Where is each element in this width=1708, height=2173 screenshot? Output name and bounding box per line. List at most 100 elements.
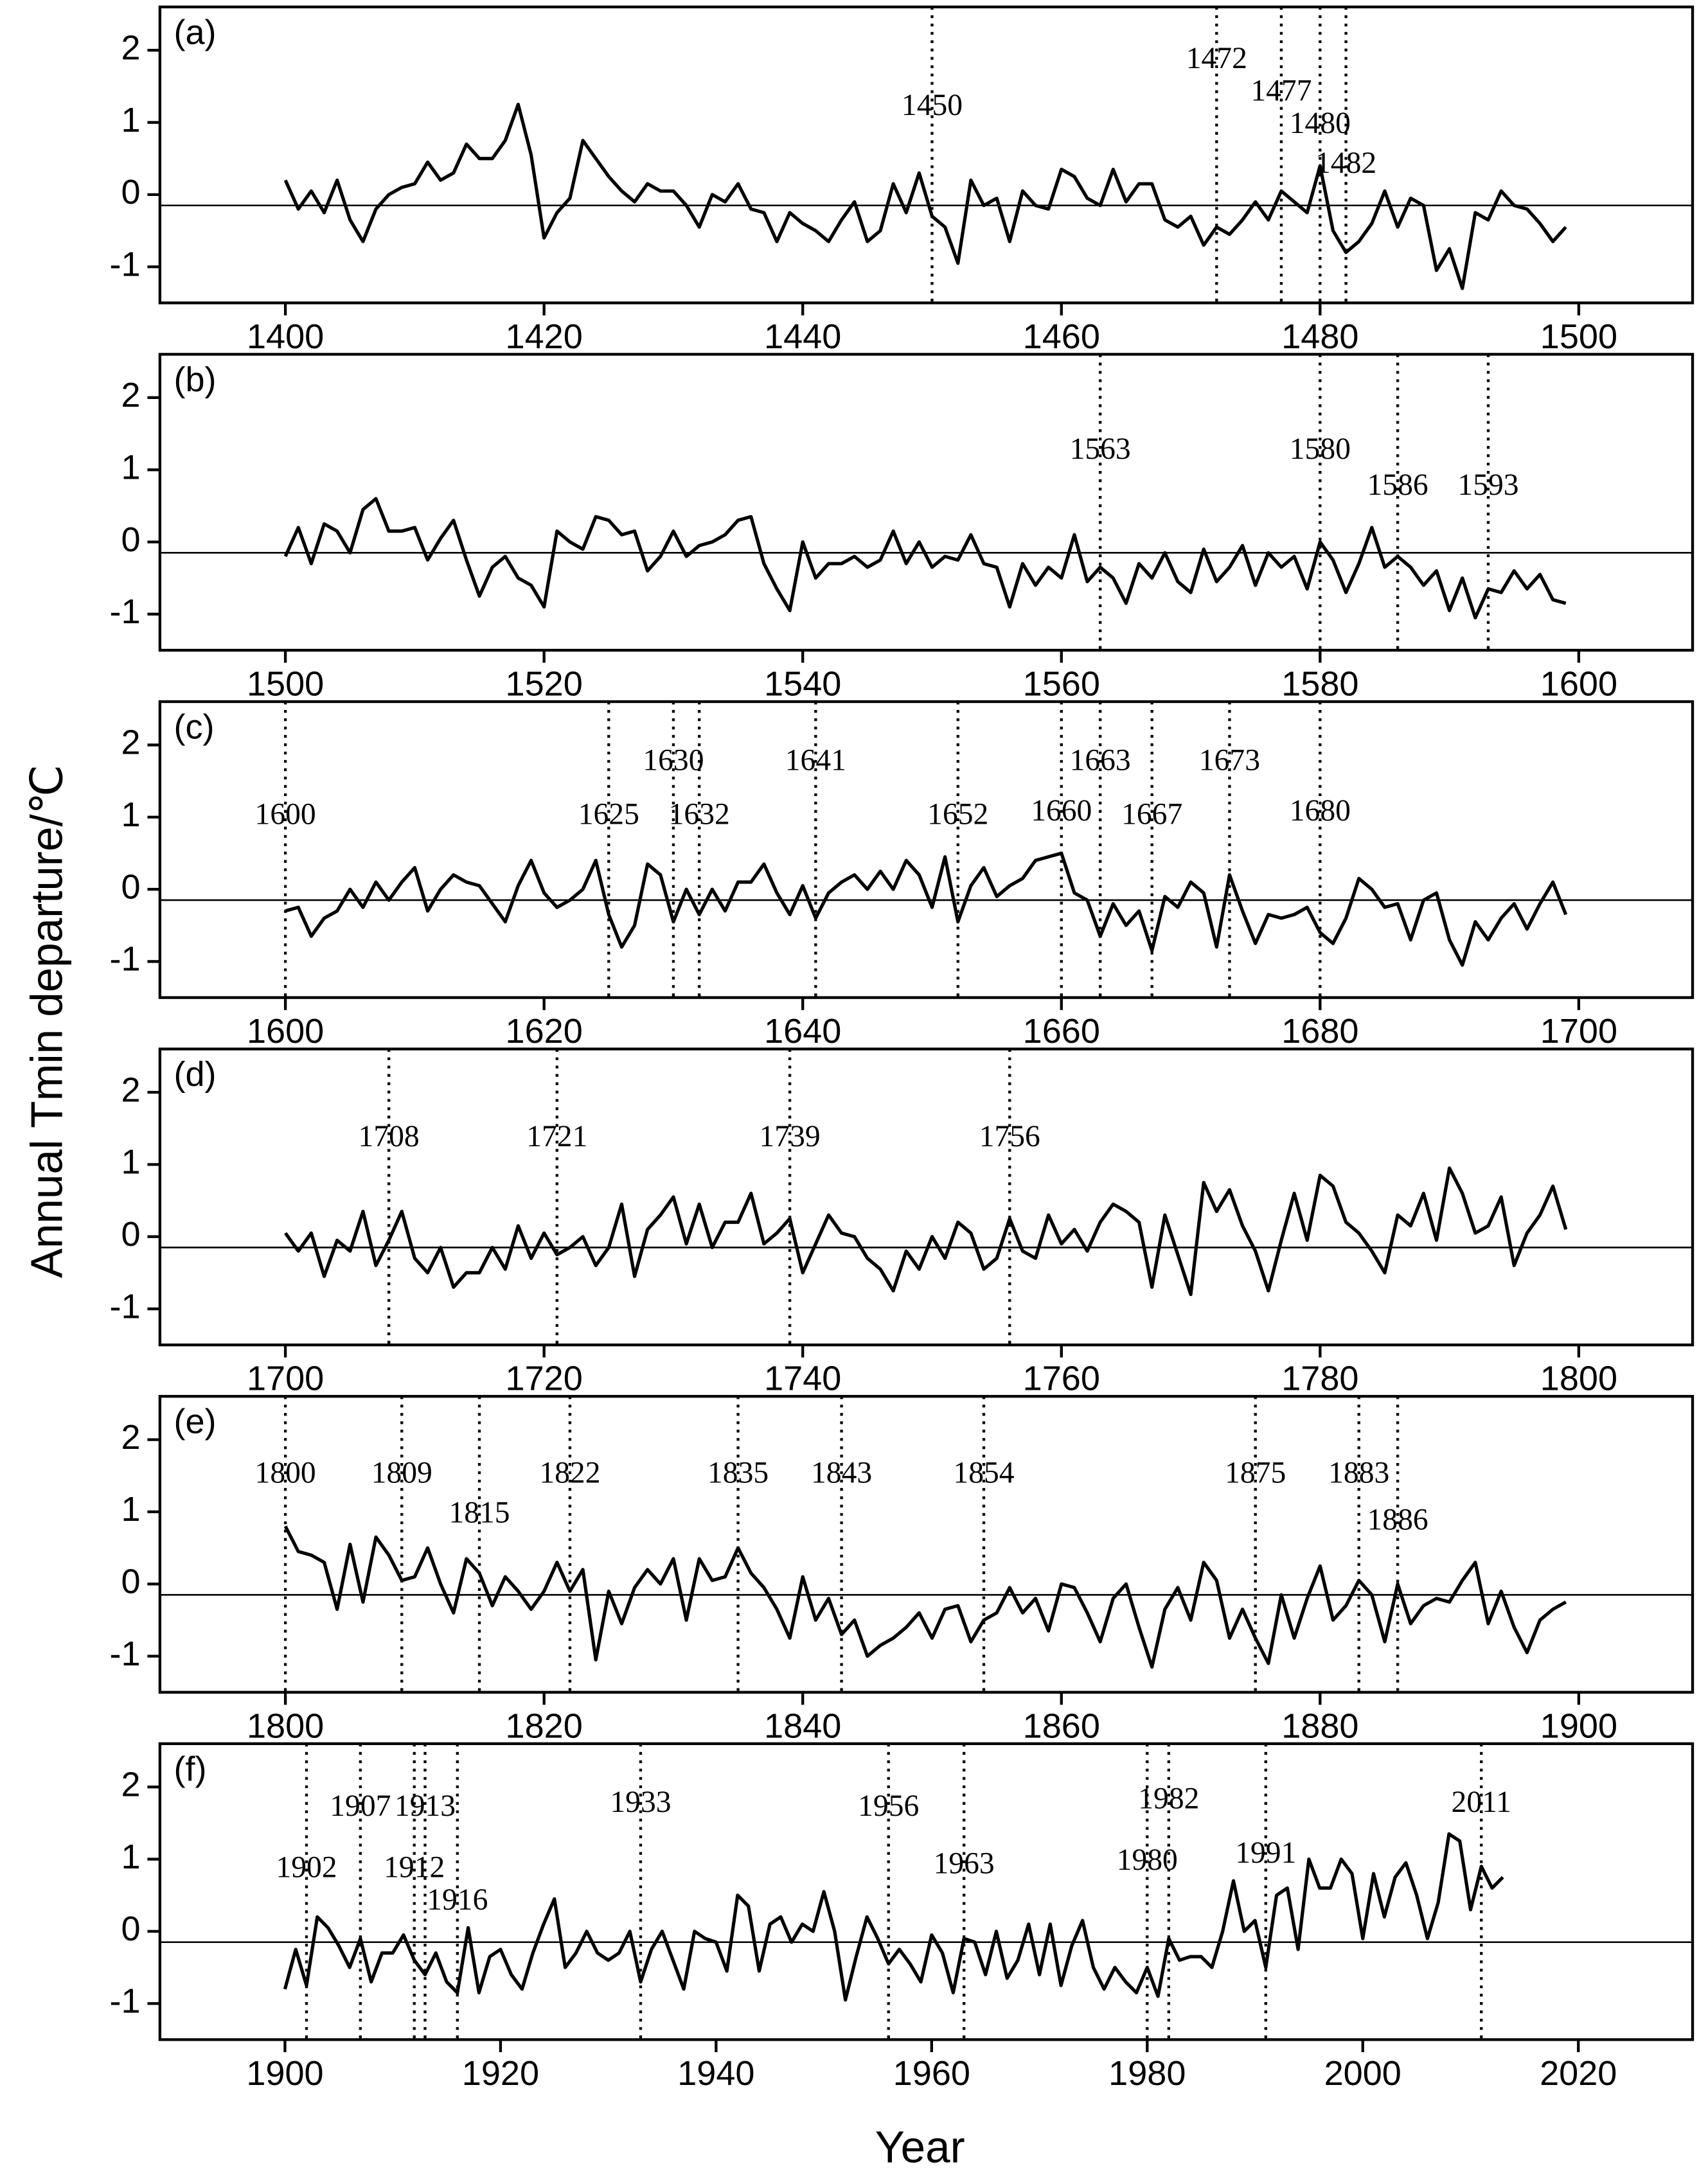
- y-tick-label: -1: [110, 1635, 141, 1673]
- x-tick-label: 2000: [1324, 2054, 1401, 2093]
- event-label: 1660: [1031, 794, 1092, 828]
- x-tick-label: 1500: [1540, 317, 1617, 356]
- event-label: 1991: [1235, 1836, 1296, 1870]
- event-label: 1625: [578, 798, 639, 831]
- x-tick-label: 1960: [893, 2054, 970, 2093]
- x-tick-label: 1860: [1023, 1707, 1100, 1745]
- event-label: 1630: [643, 743, 704, 777]
- y-tick-label: 0: [121, 173, 141, 211]
- x-tick-label: 1800: [1540, 1360, 1617, 1398]
- y-axis-title: Annual Tmin departure/℃: [21, 765, 71, 1278]
- x-tick-label: 1600: [247, 1012, 324, 1051]
- event-label: 1673: [1199, 743, 1260, 777]
- event-label: 1563: [1070, 432, 1131, 466]
- x-tick-label: 1900: [246, 2054, 323, 2093]
- x-axis-title: Year: [875, 2122, 965, 2172]
- data-line: [285, 851, 1568, 967]
- y-tick-label: -1: [110, 592, 141, 631]
- event-label: 1600: [255, 798, 316, 831]
- event-label: 1708: [359, 1120, 420, 1153]
- data-line: [283, 497, 1567, 620]
- x-tick-label: 1540: [764, 665, 841, 704]
- x-tick-label: 1460: [1023, 317, 1100, 356]
- event-label: 1843: [811, 1457, 872, 1490]
- event-label: 1956: [858, 1789, 919, 1823]
- x-tick-label: 1700: [247, 1360, 324, 1398]
- x-tick-label: 1900: [1540, 1707, 1617, 1745]
- event-label: 1809: [371, 1457, 432, 1490]
- event-label: 1652: [927, 798, 988, 831]
- event-label: 1472: [1186, 42, 1247, 75]
- x-tick-label: 1720: [506, 1360, 583, 1398]
- panel-label: (c): [174, 708, 215, 747]
- x-tick-label: 1820: [506, 1707, 583, 1745]
- event-label: 1450: [902, 89, 963, 122]
- event-label: 1822: [539, 1457, 600, 1490]
- event-label: 1963: [934, 1847, 995, 1881]
- x-tick-label: 1620: [506, 1012, 583, 1051]
- y-tick-label: 1: [121, 1838, 141, 1876]
- data-line: [283, 102, 1567, 290]
- plot-frame: [158, 700, 1695, 999]
- y-tick-label: 2: [121, 376, 141, 414]
- panel-label: (a): [174, 13, 217, 51]
- event-label: 1912: [384, 1850, 445, 1884]
- event-label: 1756: [979, 1120, 1040, 1153]
- event-label: 1480: [1290, 107, 1351, 140]
- data-line: [283, 1832, 1504, 2002]
- x-tick-label: 1520: [506, 665, 583, 704]
- panel-label: (d): [174, 1055, 217, 1094]
- event-label: 1980: [1117, 1843, 1178, 1877]
- event-label: 1883: [1328, 1457, 1389, 1490]
- panel-label: (f): [174, 1750, 207, 1788]
- event-label: 1641: [785, 743, 846, 777]
- y-tick-label: 1: [121, 448, 141, 486]
- y-tick-label: -1: [110, 1982, 141, 2021]
- plot-frame: [158, 353, 1695, 652]
- event-label: 1982: [1138, 1782, 1199, 1816]
- y-tick-label: 1: [121, 1490, 141, 1529]
- event-label: 1580: [1290, 432, 1351, 466]
- plot-frame: [158, 1395, 1695, 1694]
- x-tick-label: 1420: [506, 317, 583, 356]
- y-tick-label: 2: [121, 723, 141, 762]
- x-tick-label: 1920: [462, 2054, 539, 2093]
- event-label: 1913: [395, 1789, 456, 1823]
- x-tick-label: 1600: [1540, 665, 1617, 704]
- event-label: 1663: [1070, 743, 1131, 777]
- event-label: 1916: [427, 1883, 488, 1917]
- x-tick-label: 1780: [1281, 1360, 1358, 1398]
- event-label: 1800: [255, 1457, 316, 1490]
- x-tick-label: 1880: [1281, 1707, 1358, 1745]
- y-tick-label: 0: [121, 520, 141, 559]
- x-tick-label: 1700: [1540, 1012, 1617, 1051]
- x-tick-label: 1840: [764, 1707, 841, 1745]
- event-label: 1835: [707, 1457, 769, 1490]
- event-label: 1739: [760, 1120, 821, 1153]
- y-tick-label: 2: [121, 1418, 141, 1457]
- x-tick-label: 1760: [1023, 1360, 1100, 1398]
- y-tick-label: -1: [110, 1287, 141, 1326]
- event-label: 1477: [1250, 75, 1312, 108]
- y-tick-label: 0: [121, 1563, 141, 1601]
- y-tick-label: 1: [121, 101, 141, 139]
- y-tick-label: 1: [121, 1143, 141, 1182]
- x-tick-label: 1680: [1281, 1012, 1358, 1051]
- event-label: 1933: [610, 1786, 671, 1819]
- y-tick-label: 2: [121, 1070, 141, 1109]
- x-tick-label: 1800: [247, 1707, 324, 1745]
- x-tick-label: 1440: [764, 317, 841, 356]
- y-tick-label: 1: [121, 795, 141, 834]
- x-tick-label: 1740: [764, 1360, 841, 1398]
- event-label: 1632: [669, 798, 730, 831]
- x-tick-label: 2020: [1540, 2054, 1617, 2093]
- x-tick-label: 1400: [247, 317, 324, 356]
- event-label: 1721: [526, 1120, 587, 1153]
- y-tick-label: 0: [121, 1910, 141, 1948]
- event-label: 2011: [1452, 1786, 1511, 1819]
- plot-frame: [158, 1742, 1695, 2041]
- x-tick-label: 1500: [247, 665, 324, 704]
- x-tick-label: 1940: [677, 2054, 754, 2093]
